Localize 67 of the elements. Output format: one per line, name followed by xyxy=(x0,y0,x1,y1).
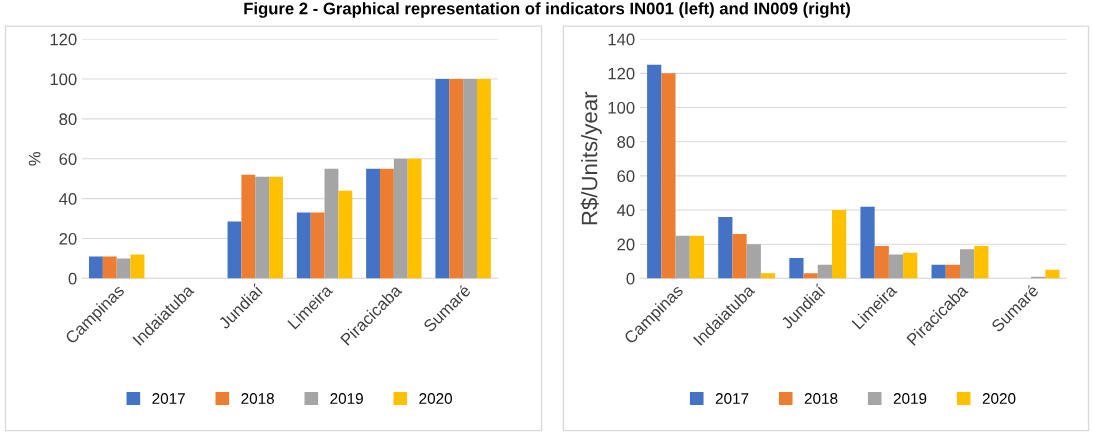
bar xyxy=(746,244,761,279)
bar xyxy=(338,190,353,279)
legend-label: 2020 xyxy=(419,393,453,404)
bar xyxy=(675,235,690,279)
bar xyxy=(661,73,676,279)
legend-label: 2019 xyxy=(893,393,927,404)
y-tick-label: 0 xyxy=(68,272,77,285)
bar xyxy=(817,264,832,279)
bar xyxy=(476,79,491,279)
bar xyxy=(888,254,904,279)
y-tick-label: 40 xyxy=(616,204,635,217)
bar xyxy=(310,212,325,279)
bar xyxy=(366,168,380,279)
bar xyxy=(393,158,408,279)
bar xyxy=(407,158,422,279)
y-tick-label: 60 xyxy=(59,153,77,165)
bar xyxy=(974,245,989,279)
bar xyxy=(789,257,804,279)
bar xyxy=(227,221,242,279)
bar xyxy=(831,210,847,279)
y-tick-label: 0 xyxy=(626,272,635,285)
y-tick-label: 20 xyxy=(59,232,77,245)
bar xyxy=(718,216,733,279)
bar xyxy=(130,254,145,279)
legend-label: 2017 xyxy=(715,393,749,404)
bar xyxy=(435,79,450,279)
text: Figure 2 - Graphical representation of indicators IN001 (left) and IN009 (right) xyxy=(244,2,850,18)
bar xyxy=(241,174,256,279)
bar xyxy=(874,245,889,279)
bar xyxy=(296,212,311,279)
bar xyxy=(903,252,918,279)
legend-label: 2018 xyxy=(804,393,838,404)
y-tick-label: 120 xyxy=(608,67,635,80)
y-tick-label: 40 xyxy=(59,193,77,205)
y-tick-label: 20 xyxy=(617,238,635,251)
bar xyxy=(689,235,704,279)
y-axis-title: R$/Units/year xyxy=(580,91,602,225)
bar xyxy=(449,79,464,279)
y-tick-label: 100 xyxy=(50,73,77,86)
bar xyxy=(945,264,960,279)
bar xyxy=(379,168,394,279)
bar xyxy=(931,264,946,279)
bar xyxy=(88,256,103,279)
y-tick-label: 60 xyxy=(617,170,635,183)
bar xyxy=(463,79,477,279)
bar xyxy=(803,273,818,279)
y-tick-label: 80 xyxy=(59,113,77,126)
legend-label: 2020 xyxy=(982,393,1016,404)
y-tick-label: 140 xyxy=(608,33,635,46)
legend-label: 2018 xyxy=(241,393,274,404)
bar xyxy=(116,258,131,279)
bar xyxy=(102,256,117,279)
y-axis-title: % xyxy=(28,151,41,166)
y-tick-label: 120 xyxy=(50,33,77,46)
bar xyxy=(647,64,662,279)
bar xyxy=(760,273,776,279)
bar xyxy=(255,176,270,279)
bar xyxy=(324,168,339,279)
bar xyxy=(1045,269,1060,279)
bar xyxy=(269,176,283,279)
bar xyxy=(732,233,747,279)
bar xyxy=(860,206,875,279)
y-tick-label: 100 xyxy=(608,101,635,114)
legend-label: 2019 xyxy=(330,393,363,404)
y-tick-label: 80 xyxy=(617,136,635,148)
legend-label: 2017 xyxy=(152,393,185,404)
bar xyxy=(959,249,975,279)
